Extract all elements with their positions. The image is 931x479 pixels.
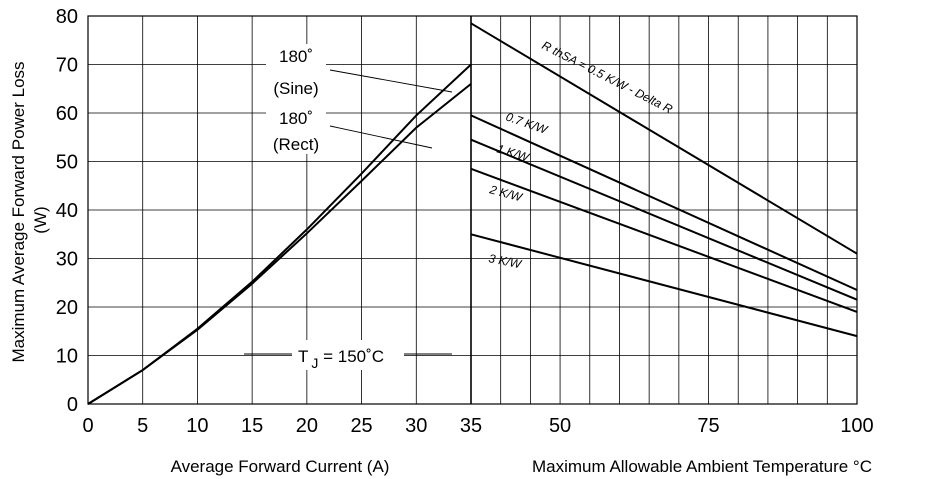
x-tick-label: 25 <box>350 415 372 437</box>
rthsa-line-1 <box>470 114 858 291</box>
x-tick-label: 100 <box>840 415 873 437</box>
curve-layer <box>87 22 858 405</box>
y-axis-unit: (W) <box>31 206 50 233</box>
y-tick-label: 80 <box>56 6 78 28</box>
y-tick-label: 10 <box>56 346 78 368</box>
rect-curve <box>87 83 472 405</box>
y-axis-label: Maximum Average Forward Power Loss <box>9 61 28 362</box>
sine-leader-line <box>329 69 453 93</box>
x-tick-label: 0 <box>82 415 93 437</box>
x-tick-label: 10 <box>186 415 208 437</box>
rect-leader-line <box>329 125 433 149</box>
rthsa-line-3 <box>470 167 858 313</box>
rthsa-line-4 <box>470 233 858 338</box>
rsa-3-label: 3 K/W <box>487 251 523 271</box>
x-axis-label-right: Maximum Allowable Ambient Temperature °C <box>532 457 872 476</box>
x-tick-label: 75 <box>697 415 719 437</box>
x-tick-label: 35 <box>460 415 482 437</box>
x-tick-label: 50 <box>549 415 571 437</box>
rthsa-line-2 <box>470 138 858 301</box>
x-tick-label: 30 <box>405 415 427 437</box>
x-tick-label: 5 <box>137 415 148 437</box>
y-tick-label: 70 <box>56 55 78 77</box>
y-tick-label: 60 <box>56 103 78 125</box>
y-tick-labels: 0 10 20 30 40 50 60 70 80 <box>56 6 78 416</box>
y-tick-label: 0 <box>67 394 78 416</box>
rect-label-line1: 180˚ <box>279 109 313 128</box>
rsa-2-label: 2 K/W <box>487 182 525 205</box>
y-tick-label: 40 <box>56 200 78 222</box>
y-tick-label: 30 <box>56 249 78 271</box>
sine-label-line2: (Sine) <box>273 79 318 98</box>
rect-label-line2: (Rect) <box>273 135 319 154</box>
x-tick-labels-right: 35 50 75 100 <box>460 415 874 437</box>
label-background <box>266 44 326 154</box>
x-tick-labels-left: 0 5 10 15 20 25 30 <box>82 415 427 437</box>
y-tick-label: 20 <box>56 297 78 319</box>
x-tick-label: 15 <box>241 415 263 437</box>
x-tick-label: 20 <box>296 415 318 437</box>
sine-label-line1: 180˚ <box>279 47 313 66</box>
x-axis-label-left: Average Forward Current (A) <box>171 457 390 476</box>
grid-layer <box>87 15 858 405</box>
y-tick-label: 50 <box>56 152 78 174</box>
rthsa-line-0 <box>470 22 858 255</box>
tj-background <box>292 340 404 370</box>
plot-frame <box>87 15 858 405</box>
